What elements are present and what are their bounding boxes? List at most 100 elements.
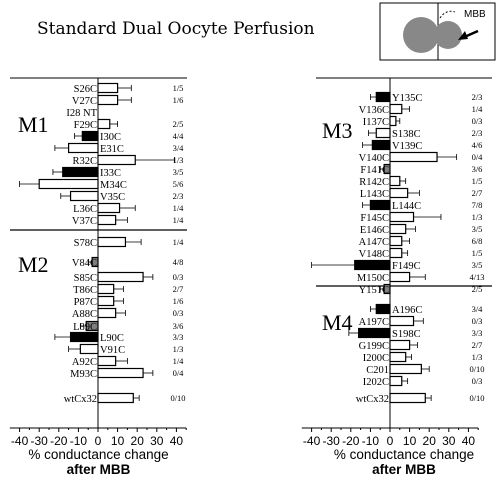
fraction-label: 0/4 <box>173 368 185 378</box>
fraction-label: 3/6 <box>472 164 483 174</box>
residue-label: V84C <box>72 258 97 269</box>
x-tick-label: 40 <box>170 434 184 448</box>
bar <box>389 271 411 283</box>
bar <box>389 115 397 127</box>
fraction-label: 1/3 <box>472 352 483 362</box>
residue-label: V140C <box>359 153 389 164</box>
x-tick-label: -10 <box>362 434 380 448</box>
fraction-label: 4/13 <box>469 272 484 282</box>
fraction-label: 1/4 <box>173 215 185 225</box>
residue-label: A147C <box>359 237 389 248</box>
residue-label: A197C <box>359 317 389 328</box>
fraction-label: 3/5 <box>472 260 483 270</box>
inset-label: MBB <box>464 9 486 20</box>
bar <box>389 339 411 351</box>
x-tick-label: -20 <box>50 434 68 448</box>
residue-label: wtCx32 <box>356 394 389 405</box>
bar <box>389 151 438 163</box>
fraction-label: 1/6 <box>173 296 184 306</box>
fraction-label: 1/3 <box>472 212 483 222</box>
residue-label: F149C <box>392 261 421 272</box>
fraction-label: 1/5 <box>472 248 483 258</box>
fraction-label: 7/8 <box>472 200 483 210</box>
bar <box>97 355 117 367</box>
fraction-label: 2/3 <box>472 92 483 102</box>
left-chart: M1 M2 -40 -30 -20 -10 0 10 20 30 40% conductance c… <box>9 77 187 477</box>
residue-label: I33C <box>100 168 121 179</box>
x-tick-label: -30 <box>31 434 49 448</box>
bar <box>38 178 99 190</box>
fraction-label: 4/6 <box>472 140 483 150</box>
bar <box>389 315 415 327</box>
fraction-label: 2/5 <box>173 119 184 129</box>
bar <box>97 367 144 379</box>
bar <box>389 103 403 115</box>
bar <box>97 295 115 307</box>
residue-label: I28 NT <box>66 108 97 119</box>
fraction-label: 2/3 <box>472 128 483 138</box>
x-axis-label: % conductance change <box>334 447 474 462</box>
residue-label: L36C <box>73 204 97 215</box>
bar <box>375 127 391 139</box>
residue-label: E31C <box>100 144 124 155</box>
residue-label: T86C <box>73 285 97 296</box>
residue-label: I202C <box>363 377 389 388</box>
bar <box>389 211 415 223</box>
residue-label: L144C <box>392 201 421 212</box>
residue-label: S138C <box>392 129 421 140</box>
segment-label: M3 <box>322 118 353 143</box>
bar <box>69 331 99 343</box>
residue-label: F141C <box>360 165 389 176</box>
bar <box>354 259 391 271</box>
fraction-label: 4/4 <box>173 131 185 141</box>
fraction-label: 1/4 <box>472 104 484 114</box>
bar <box>371 139 391 151</box>
fraction-label: 1/5 <box>472 176 483 186</box>
residue-label: V148C <box>359 249 389 260</box>
bar <box>375 91 391 103</box>
fraction-label: 2/5 <box>472 284 483 294</box>
residue-label: V37C <box>72 216 97 227</box>
x-tick-label: 20 <box>131 434 145 448</box>
fraction-label: 3/6 <box>173 321 184 331</box>
fraction-label: 4/8 <box>173 257 184 267</box>
fraction-label: 0/3 <box>472 316 483 326</box>
bar <box>358 327 391 339</box>
residue-label: S26C <box>74 84 97 95</box>
fraction-label: 1/4 <box>173 356 185 366</box>
fraction-label: 1/5 <box>173 83 184 93</box>
segment-label: M4 <box>322 310 353 335</box>
fraction-label: 0/4 <box>472 152 484 162</box>
residue-label: L90C <box>100 333 124 344</box>
fraction-label: 0/3 <box>173 308 184 318</box>
fraction-label: 6/8 <box>472 236 483 246</box>
residue-label: S85C <box>74 273 97 284</box>
bar <box>62 166 99 178</box>
figure-title: Standard Dual Oocyte Perfusion <box>37 19 315 39</box>
x-tick-label: -20 <box>342 434 360 448</box>
fraction-label: 0/3 <box>472 376 483 386</box>
bar <box>97 283 115 295</box>
x-axis-label-line2: after MBB <box>67 462 131 477</box>
x-tick-label: 40 <box>462 434 476 448</box>
bar <box>389 351 407 363</box>
bar <box>389 375 403 387</box>
x-tick-label: 20 <box>423 434 437 448</box>
x-tick-label: 0 <box>95 434 102 448</box>
bar <box>97 154 136 166</box>
bar <box>97 271 144 283</box>
x-tick-label: -30 <box>323 434 341 448</box>
residue-label: F29C <box>74 120 97 131</box>
residue-label: L89C <box>73 322 97 333</box>
bar <box>79 343 99 355</box>
fraction-label: 2/3 <box>173 191 184 201</box>
fraction-label: 0/3 <box>472 116 483 126</box>
fraction-label: 0/10 <box>469 393 484 403</box>
fraction-label: 1/3 <box>173 344 184 354</box>
residue-label: P87C <box>74 297 97 308</box>
residue-label: A196C <box>392 305 422 316</box>
residue-label: A88C <box>72 309 97 320</box>
fraction-label: 3/5 <box>472 224 483 234</box>
residue-label: A92C <box>72 357 97 368</box>
bar <box>97 214 117 226</box>
